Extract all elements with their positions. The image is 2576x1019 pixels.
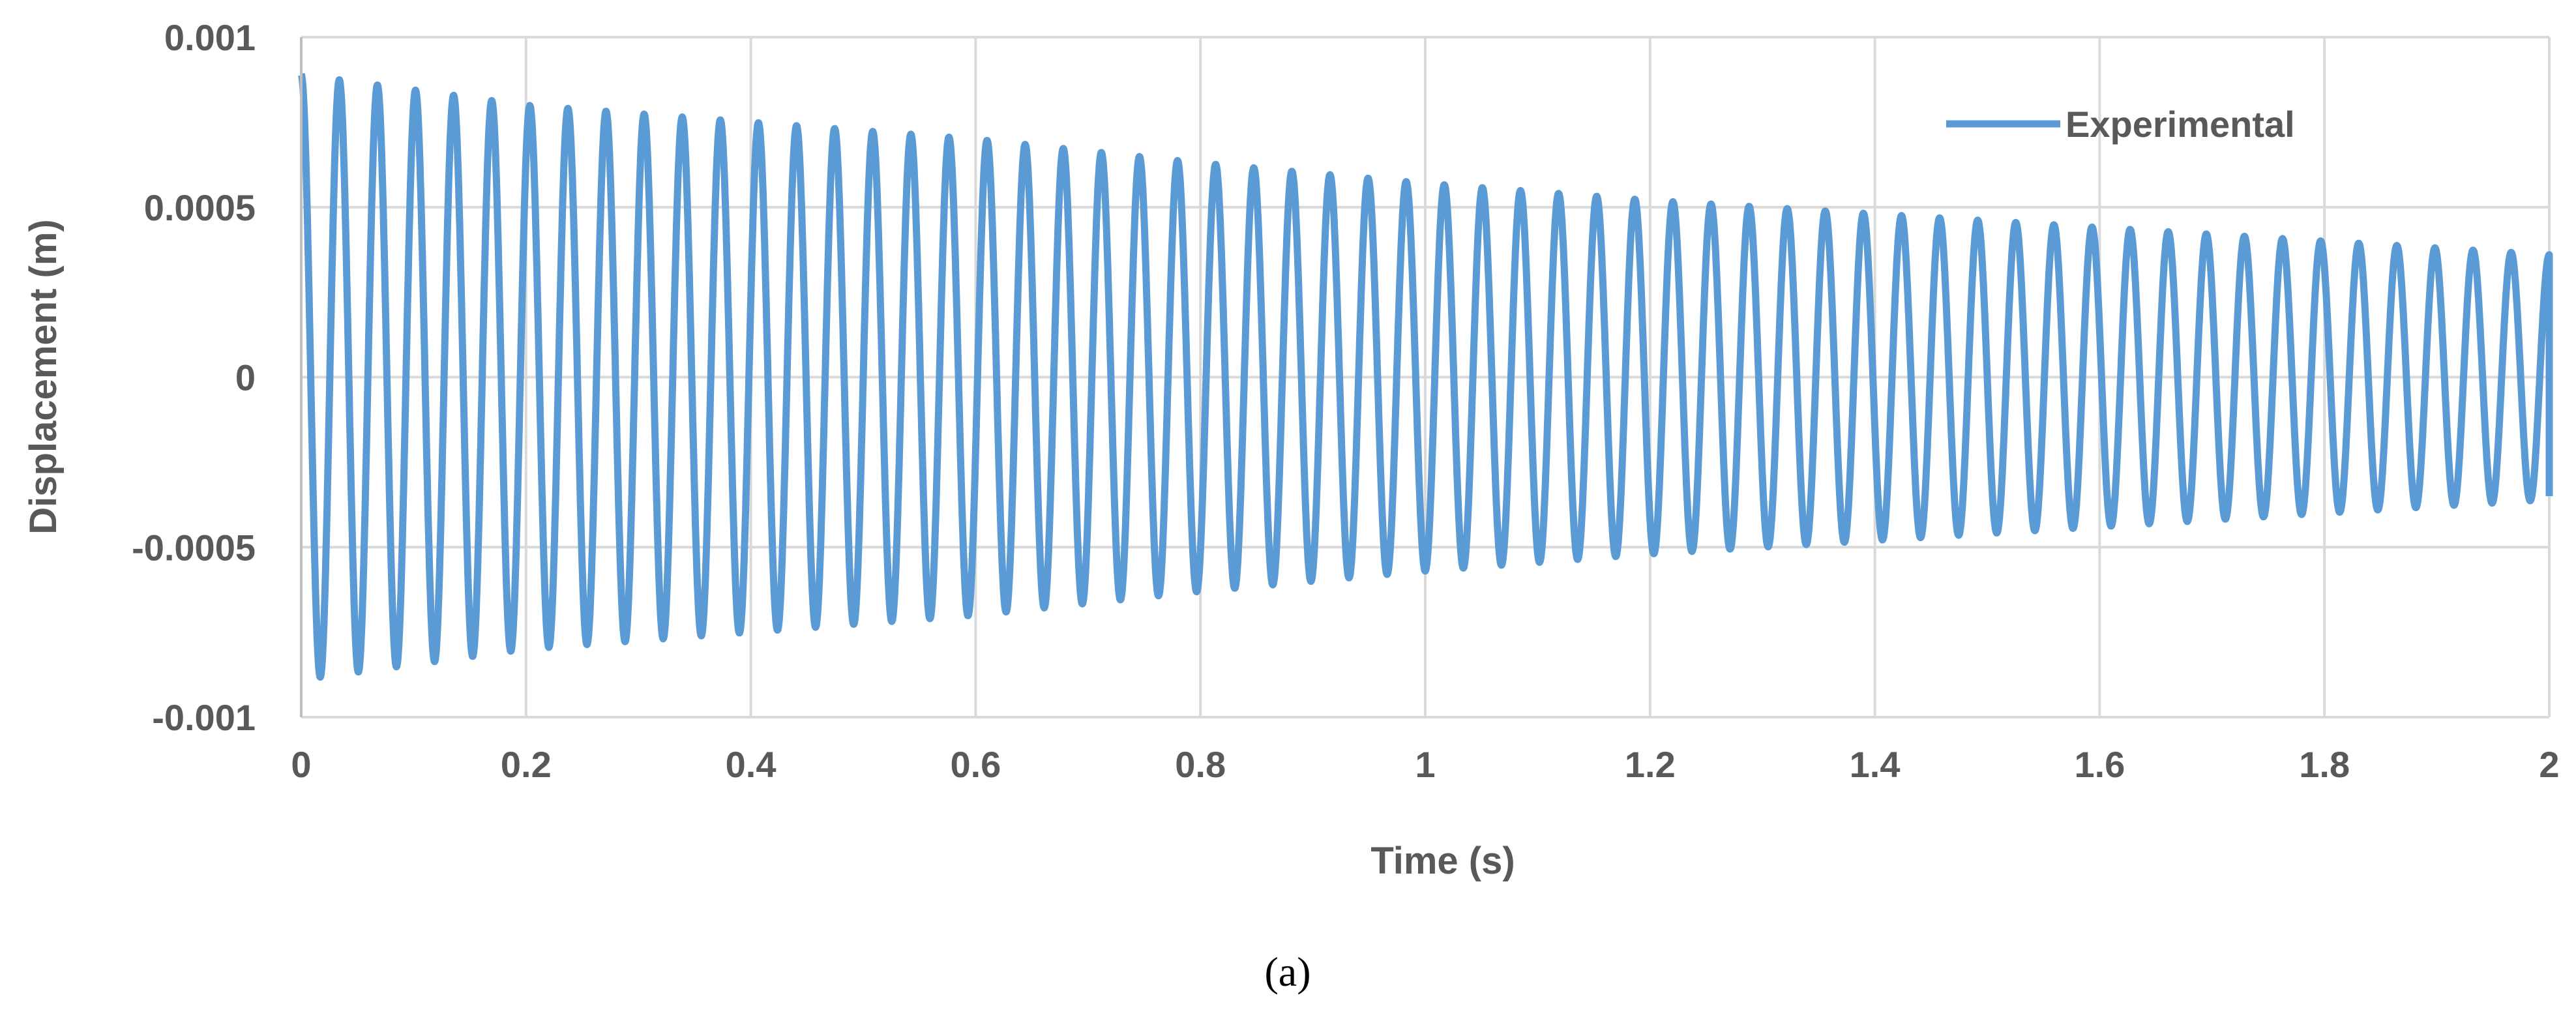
x-tick-label: 0.4 [726, 744, 777, 785]
figure-caption: (a) [1264, 949, 1310, 995]
y-tick-label: -0.001 [152, 697, 256, 738]
legend: Experimental [1946, 104, 2295, 145]
x-tick-label: 2 [2539, 744, 2559, 785]
x-tick-label: 0.2 [501, 744, 552, 785]
x-tick-label: 1.8 [2299, 744, 2350, 785]
x-tick-label: 0.6 [950, 744, 1001, 785]
y-tick-label: 0.001 [164, 17, 256, 58]
y-tick-labels: 0.001 0.0005 0 -0.0005 -0.001 [132, 17, 256, 738]
x-axis-title: Time (s) [1370, 840, 1515, 882]
x-tick-label: 1.2 [1625, 744, 1676, 785]
x-tick-label: 1 [1415, 744, 1435, 785]
series-line-experimental [298, 71, 2553, 681]
y-tick-label: 0 [235, 357, 256, 398]
y-tick-label: -0.0005 [132, 527, 256, 568]
x-tick-label: 0 [291, 744, 311, 785]
x-tick-label: 1.6 [2074, 744, 2125, 785]
legend-label-experimental: Experimental [2065, 104, 2295, 145]
x-tick-label: 0.8 [1175, 744, 1226, 785]
x-tick-labels: 0 0.2 0.4 0.6 0.8 1 1.2 1.4 1.6 1.8 2 [291, 744, 2559, 785]
y-axis-title: Displacement (m) [22, 219, 65, 534]
x-tick-label: 1.4 [1850, 744, 1901, 785]
y-tick-label: 0.0005 [144, 187, 256, 228]
